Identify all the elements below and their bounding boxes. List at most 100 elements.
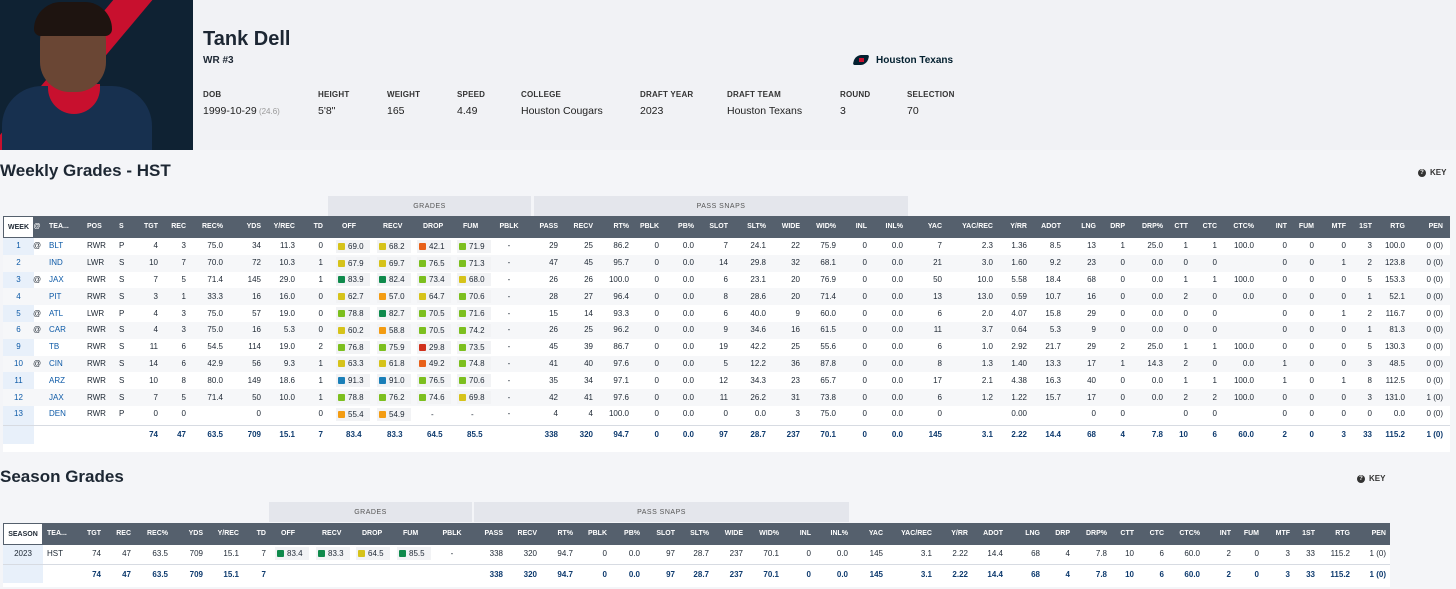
column-header-slt-[interactable]: SLT% xyxy=(747,223,766,230)
column-header-slot[interactable]: SLOT xyxy=(656,530,675,537)
column-header-pblk[interactable]: PBLK xyxy=(442,530,462,537)
column-header-rtg[interactable]: RTG xyxy=(1390,223,1405,230)
table-cell[interactable]: 3 xyxy=(16,274,21,284)
column-header--[interactable]: @ xyxy=(33,223,41,230)
column-header-fum[interactable]: FUM xyxy=(1243,530,1259,537)
column-header-rec[interactable]: REC xyxy=(116,530,131,537)
column-header-week[interactable]: WEEK xyxy=(3,216,34,238)
table-cell[interactable]: 9 xyxy=(16,342,21,352)
column-header-mtf[interactable]: MTF xyxy=(1275,530,1290,537)
column-header-inl[interactable]: INL xyxy=(799,530,811,537)
column-header-drp-[interactable]: DRP% xyxy=(1141,223,1163,230)
column-header-slt-[interactable]: SLT% xyxy=(690,530,709,537)
column-header-slot[interactable]: SLOT xyxy=(709,223,728,230)
column-header-pass[interactable]: PASS xyxy=(539,223,558,230)
column-header-fum[interactable]: FUM xyxy=(463,223,479,230)
table-cell[interactable]: 1 xyxy=(16,241,21,251)
column-header-lng[interactable]: LNG xyxy=(1025,530,1040,537)
column-header-off[interactable]: OFF xyxy=(342,223,356,230)
column-header-rt-[interactable]: RT% xyxy=(613,223,629,230)
column-header-y-rr[interactable]: Y/RR xyxy=(1010,223,1027,230)
column-header-off[interactable]: OFF xyxy=(281,530,295,537)
season-key-button[interactable]: ? KEY xyxy=(1357,474,1385,483)
column-header-pb-[interactable]: PB% xyxy=(678,223,694,230)
column-header-inl[interactable]: INL xyxy=(855,223,867,230)
column-header-pblk[interactable]: PBLK xyxy=(639,223,659,230)
column-header-pos[interactable]: POS xyxy=(87,223,102,230)
column-header-ctc[interactable]: CTC xyxy=(1202,223,1217,230)
column-header-drop[interactable]: DROP xyxy=(362,530,383,537)
column-header-yds[interactable]: YDS xyxy=(188,530,203,537)
column-header-drp[interactable]: DRP xyxy=(1110,223,1125,230)
table-cell[interactable]: PIT xyxy=(49,291,62,301)
column-header-mtf[interactable]: MTF xyxy=(1331,223,1346,230)
table-cell[interactable]: BLT xyxy=(49,241,64,251)
column-header-adot[interactable]: ADOT xyxy=(983,530,1003,537)
table-cell[interactable]: IND xyxy=(49,258,63,268)
column-header-recv[interactable]: RECV xyxy=(322,530,342,537)
table-cell[interactable]: JAX xyxy=(49,392,64,402)
column-header-wide[interactable]: WIDE xyxy=(724,530,743,537)
column-header-wid-[interactable]: WID% xyxy=(816,223,836,230)
column-header-tea-[interactable]: TEA... xyxy=(49,223,69,230)
column-header-int[interactable]: INT xyxy=(1219,530,1231,537)
column-header-td[interactable]: TD xyxy=(256,530,266,537)
column-header-lng[interactable]: LNG xyxy=(1081,223,1096,230)
column-header-rec-[interactable]: REC% xyxy=(146,530,168,537)
column-header-tgt[interactable]: TGT xyxy=(87,530,101,537)
column-header-pen[interactable]: PEN xyxy=(1371,530,1386,537)
column-header-season[interactable]: SEASON xyxy=(3,523,43,545)
column-header-ctt[interactable]: CTT xyxy=(1120,530,1134,537)
table-cell[interactable]: 4 xyxy=(16,291,21,301)
column-header-y-rec[interactable]: Y/REC xyxy=(273,223,295,230)
table-cell[interactable]: CAR xyxy=(49,325,66,335)
column-header-rt-[interactable]: RT% xyxy=(557,530,573,537)
column-header-rec-[interactable]: REC% xyxy=(201,223,223,230)
column-header-rec[interactable]: REC xyxy=(171,223,186,230)
column-header-yac-rec[interactable]: YAC/REC xyxy=(901,530,932,537)
column-header-recv[interactable]: RECV xyxy=(573,223,593,230)
table-cell[interactable]: 11 xyxy=(14,375,23,385)
column-header-inl-[interactable]: INL% xyxy=(830,530,849,537)
table-cell[interactable]: DEN xyxy=(49,409,66,419)
column-header-wid-[interactable]: WID% xyxy=(759,530,779,537)
column-header-tgt[interactable]: TGT xyxy=(144,223,158,230)
table-cell[interactable]: JAX xyxy=(49,274,64,284)
column-header-wide[interactable]: WIDE xyxy=(781,223,800,230)
column-header-pb-[interactable]: PB% xyxy=(624,530,640,537)
table-cell[interactable]: ARZ xyxy=(49,375,65,385)
column-header-tea-[interactable]: TEA... xyxy=(47,530,67,537)
column-header-1st[interactable]: 1ST xyxy=(1359,223,1372,230)
team-link[interactable]: Houston Texans xyxy=(852,53,953,67)
column-header-pblk[interactable]: PBLK xyxy=(587,530,607,537)
column-header-fum[interactable]: FUM xyxy=(1298,223,1314,230)
column-header-y-rr[interactable]: Y/RR xyxy=(951,530,968,537)
table-cell[interactable]: 10 xyxy=(14,358,23,368)
column-header-pass[interactable]: PASS xyxy=(484,530,503,537)
table-cell[interactable]: 6 xyxy=(16,325,21,335)
table-cell[interactable]: 5 xyxy=(16,308,21,318)
column-header-recv[interactable]: RECV xyxy=(517,530,537,537)
table-cell[interactable]: 12 xyxy=(14,392,23,402)
column-header-ctt[interactable]: CTT xyxy=(1174,223,1188,230)
column-header-adot[interactable]: ADOT xyxy=(1041,223,1061,230)
column-header-yac[interactable]: YAC xyxy=(927,223,942,230)
column-header-y-rec[interactable]: Y/REC xyxy=(217,530,239,537)
column-header-drp-[interactable]: DRP% xyxy=(1085,530,1107,537)
table-cell[interactable]: CIN xyxy=(49,358,63,368)
column-header-pblk[interactable]: PBLK xyxy=(499,223,519,230)
table-cell[interactable]: 13 xyxy=(14,409,23,419)
column-header-drp[interactable]: DRP xyxy=(1055,530,1070,537)
column-header-ctc-[interactable]: CTC% xyxy=(1233,223,1254,230)
column-header-rtg[interactable]: RTG xyxy=(1335,530,1350,537)
table-cell[interactable]: 2 xyxy=(16,258,21,268)
column-header-drop[interactable]: DROP xyxy=(423,223,444,230)
column-header-yds[interactable]: YDS xyxy=(246,223,261,230)
column-header-fum[interactable]: FUM xyxy=(403,530,419,537)
table-cell[interactable]: ATL xyxy=(49,308,64,318)
column-header-s[interactable]: S xyxy=(119,223,124,230)
table-cell[interactable]: TB xyxy=(49,342,60,352)
column-header-td[interactable]: TD xyxy=(313,223,323,230)
column-header-yac[interactable]: YAC xyxy=(868,530,883,537)
column-header-yac-rec[interactable]: YAC/REC xyxy=(962,223,993,230)
